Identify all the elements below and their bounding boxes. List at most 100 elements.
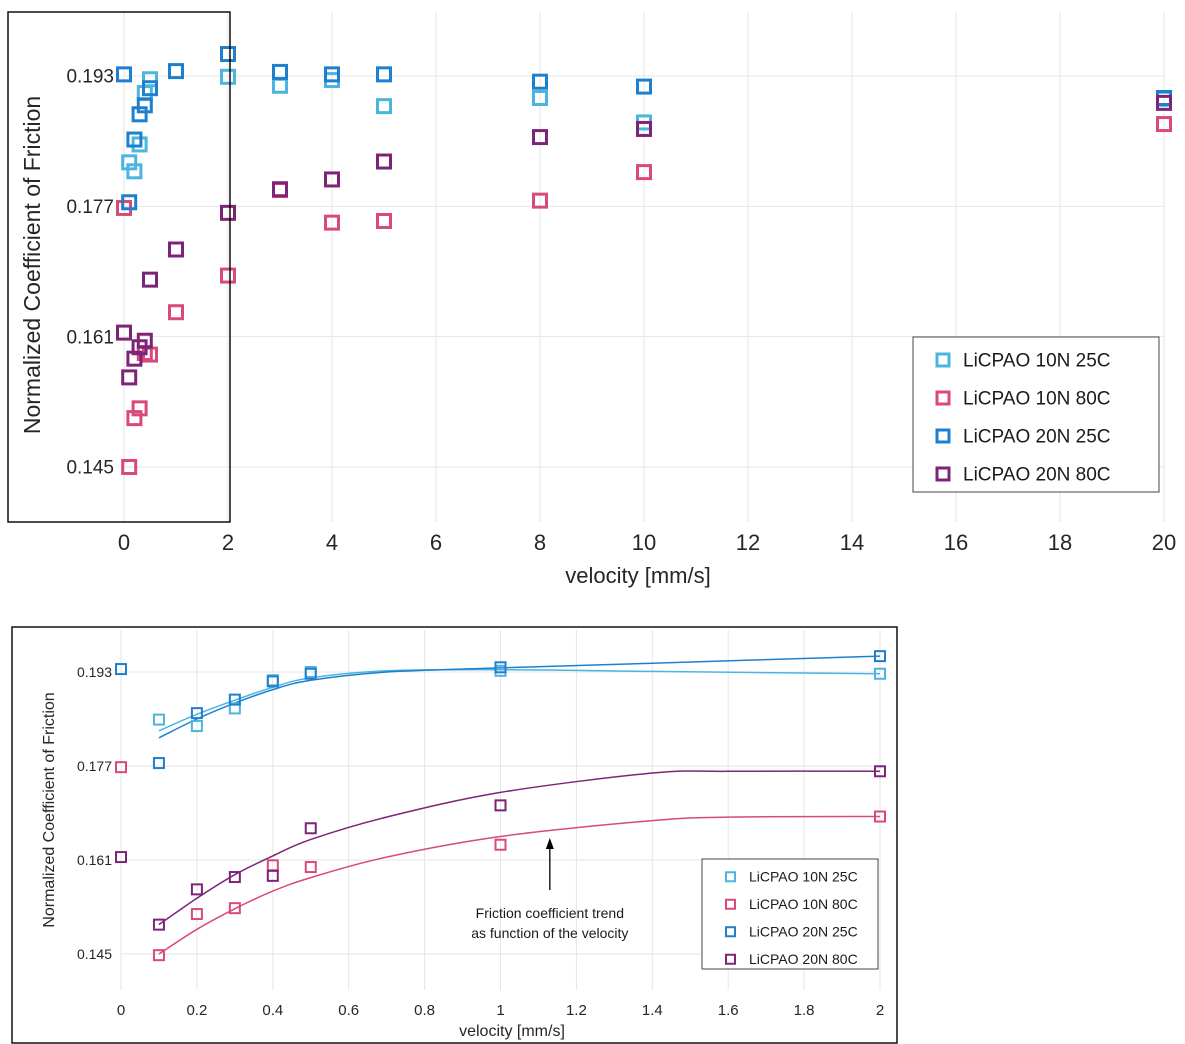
top-y-tick-label: 0.193 — [66, 67, 114, 88]
top-x-tick-label: 8 — [534, 530, 546, 555]
top-x-tick-label: 20 — [1152, 530, 1176, 555]
bottom-y-tick-label: 0.145 — [77, 946, 112, 962]
point-licpao-10n-25c — [532, 89, 548, 106]
point-licpao-10n-80c — [532, 192, 548, 209]
point-licpao-10n-80c — [115, 761, 127, 774]
legend-swatch-licpao-10n-80c — [725, 898, 736, 910]
point-licpao-20n-80c — [142, 271, 158, 288]
legend-label-licpao-20n-80c: LiCPAO 20N 80C — [749, 951, 858, 967]
bottom-y-tick-label: 0.193 — [77, 664, 112, 680]
bottom-y-tick-label: 0.161 — [77, 852, 112, 868]
bottom-x-tick-label: 1.6 — [718, 1002, 739, 1019]
trend-line-licpao-10n-25c — [158, 668, 881, 732]
point-licpao-10n-80c — [1156, 116, 1172, 133]
point-licpao-20n-25c — [266, 675, 279, 688]
top-chart-legend: LiCPAO 10N 25C LiCPAO 10N 80C LiCPAO 20N 2… — [912, 336, 1160, 493]
legend-label-licpao-20n-80c: LiCPAO 20N 80C — [963, 465, 1111, 486]
top-x-tick-label: 0 — [118, 530, 130, 555]
legend-swatch-licpao-20n-80c — [725, 953, 736, 965]
top-chart-ticks: 0 2 4 6 8 10 12 14 16 18 20 0.145 0.161 0.177 0.193 — [66, 67, 1176, 555]
point-licpao-20n-25c — [324, 66, 340, 83]
bottom-x-axis-title: velocity [mm/s] — [459, 1023, 565, 1040]
point-licpao-20n-80c — [304, 822, 317, 835]
point-licpao-20n-25c — [376, 66, 392, 83]
point-licpao-10n-80c — [636, 164, 652, 181]
point-licpao-10n-80c — [304, 861, 317, 874]
top-x-tick-label: 6 — [430, 530, 442, 555]
top-y-tick-label: 0.145 — [66, 458, 114, 479]
point-licpao-20n-25c — [168, 63, 184, 80]
top-y-tick-label: 0.161 — [66, 327, 114, 348]
bottom-x-tick-label: 1.8 — [794, 1002, 815, 1019]
legend-swatch-licpao-10n-25c — [935, 352, 951, 368]
trend-annotation: Friction coefficient trend as function of… — [471, 838, 628, 941]
trend-line-licpao-20n-25c — [158, 655, 881, 739]
point-licpao-20n-25c — [121, 194, 138, 211]
point-licpao-20n-25c — [136, 97, 153, 114]
bottom-y-tick-label: 0.177 — [77, 758, 112, 774]
legend-label-licpao-10n-80c: LiCPAO 10N 80C — [749, 896, 858, 912]
bottom-chart-legend: LiCPAO 10N 25C LiCPAO 10N 80C LiCPAO 20N 2… — [701, 858, 879, 970]
point-licpao-20n-80c — [121, 369, 138, 386]
annotation-text-line: Friction coefficient trend — [476, 905, 624, 921]
point-licpao-10n-80c — [121, 459, 138, 475]
bottom-chart-trend-lines — [158, 655, 881, 955]
legend-swatch-licpao-10n-25c — [725, 871, 736, 883]
point-licpao-20n-25c — [152, 757, 165, 770]
point-licpao-20n-80c — [324, 171, 340, 188]
point-licpao-20n-80c — [272, 181, 288, 198]
point-licpao-20n-25c — [304, 667, 317, 680]
point-licpao-20n-80c — [532, 129, 548, 146]
bottom-x-tick-label: 0 — [117, 1002, 125, 1019]
point-licpao-20n-80c — [636, 120, 652, 137]
annotation-text-line: as function of the velocity — [471, 925, 628, 941]
point-licpao-20n-80c — [1156, 94, 1172, 111]
top-x-tick-label: 14 — [840, 530, 864, 555]
point-licpao-20n-80c — [494, 799, 507, 812]
top-chart-marks — [116, 46, 1172, 475]
legend-label-licpao-10n-25c: LiCPAO 10N 25C — [963, 351, 1111, 372]
bottom-x-tick-label: 0.6 — [338, 1002, 359, 1019]
point-licpao-10n-80c — [376, 212, 392, 229]
legend-label-licpao-20n-25c: LiCPAO 20N 25C — [749, 924, 858, 940]
top-x-tick-label: 10 — [632, 530, 656, 555]
point-licpao-10n-80c — [131, 400, 148, 417]
point-licpao-20n-25c — [874, 650, 886, 663]
bottom-x-tick-label: 1.4 — [642, 1002, 663, 1019]
point-licpao-20n-25c — [190, 707, 203, 720]
point-licpao-20n-25c — [116, 66, 132, 83]
point-licpao-10n-80c — [220, 267, 236, 284]
point-licpao-20n-80c — [116, 324, 132, 341]
point-licpao-10n-25c — [272, 77, 288, 94]
bottom-chart-frame — [11, 626, 898, 1044]
point-licpao-20n-80c — [152, 918, 165, 931]
point-licpao-10n-80c — [324, 214, 340, 231]
point-licpao-20n-25c — [532, 73, 548, 90]
point-licpao-20n-25c — [228, 693, 241, 706]
point-licpao-20n-80c — [190, 883, 203, 896]
top-legend-box — [912, 336, 1160, 493]
point-licpao-20n-25c — [636, 78, 652, 95]
legend-swatch-licpao-20n-25c — [935, 428, 951, 444]
top-y-axis-title: Normalized Coefficient of Friction — [19, 96, 45, 434]
point-licpao-10n-80c — [874, 810, 886, 823]
point-licpao-10n-80c — [228, 902, 241, 915]
point-licpao-10n-25c — [376, 98, 392, 115]
bottom-x-tick-label: 0.4 — [262, 1002, 283, 1019]
legend-label-licpao-10n-80c: LiCPAO 10N 80C — [963, 389, 1111, 410]
bottom-legend-box — [701, 858, 879, 970]
legend-swatch-licpao-20n-80c — [935, 466, 951, 482]
annotation-arrow-head — [545, 838, 554, 849]
point-licpao-10n-80c — [152, 949, 165, 962]
top-x-tick-label: 18 — [1048, 530, 1072, 555]
point-licpao-20n-80c — [266, 869, 279, 882]
point-licpao-20n-25c — [126, 131, 143, 148]
bottom-chart-marks — [115, 650, 886, 962]
bottom-x-tick-label: 0.2 — [186, 1002, 207, 1019]
point-licpao-10n-80c — [494, 838, 507, 851]
point-licpao-10n-25c — [126, 163, 143, 180]
point-licpao-10n-80c — [168, 304, 184, 321]
top-chart: 0 2 4 6 8 10 12 14 16 18 20 0.145 0.161 0.177 0.193 ve… — [7, 11, 1176, 588]
trend-line-licpao-10n-80c — [158, 815, 881, 955]
